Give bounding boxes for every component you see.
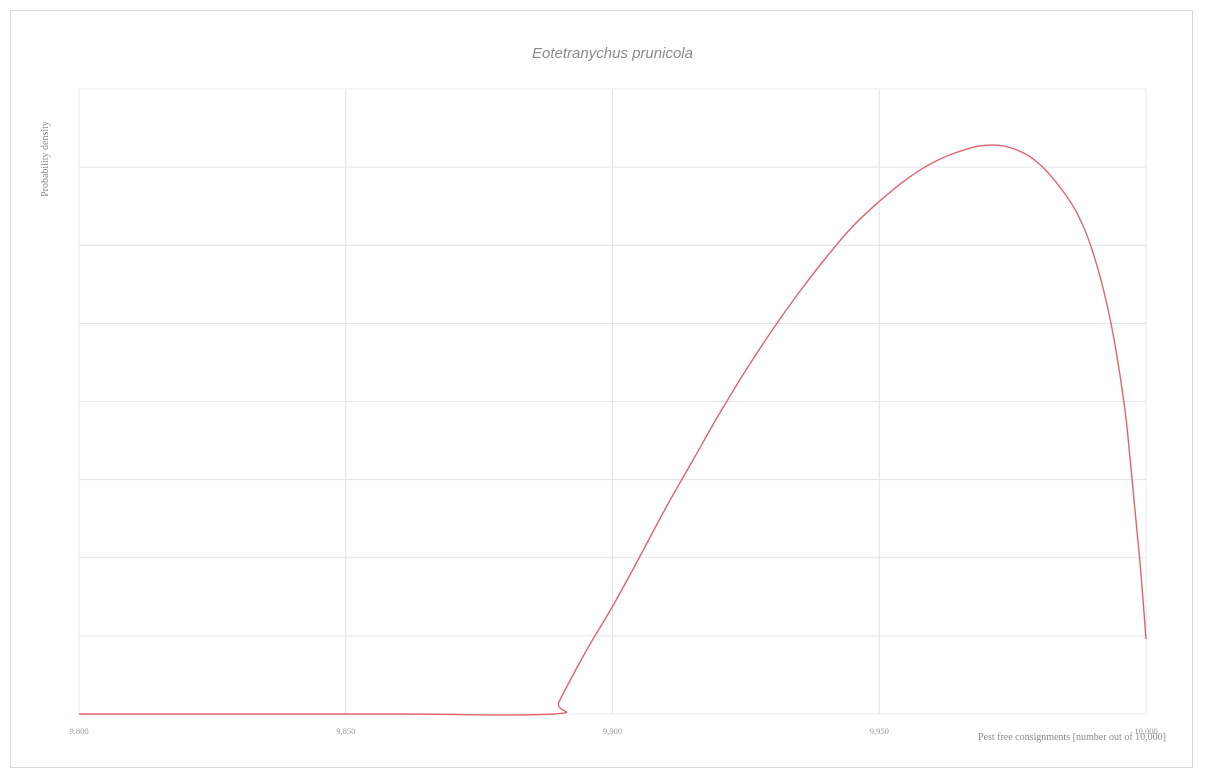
grid — [78, 89, 1147, 714]
x-tick-label: 9,950 — [870, 726, 889, 736]
plot-area — [78, 88, 1147, 715]
x-tick-label: 10,000 — [1134, 726, 1157, 736]
chart-frame — [10, 10, 1193, 768]
y-axis-title: Probability density — [40, 121, 51, 197]
density-curve — [79, 144, 1147, 716]
x-axis-title: Pest free consignments [number out of 10… — [978, 732, 1166, 743]
chart-title: Eotetranychus prunicola — [532, 45, 693, 62]
x-axis-ticks: 9,800 9,850 9,900 9,950 10,000 — [69, 726, 1157, 736]
x-tick-label: 9,900 — [603, 726, 622, 736]
x-tick-label: 9,850 — [336, 726, 355, 736]
series-layer — [79, 144, 1147, 716]
x-tick-label: 9,800 — [69, 726, 88, 736]
